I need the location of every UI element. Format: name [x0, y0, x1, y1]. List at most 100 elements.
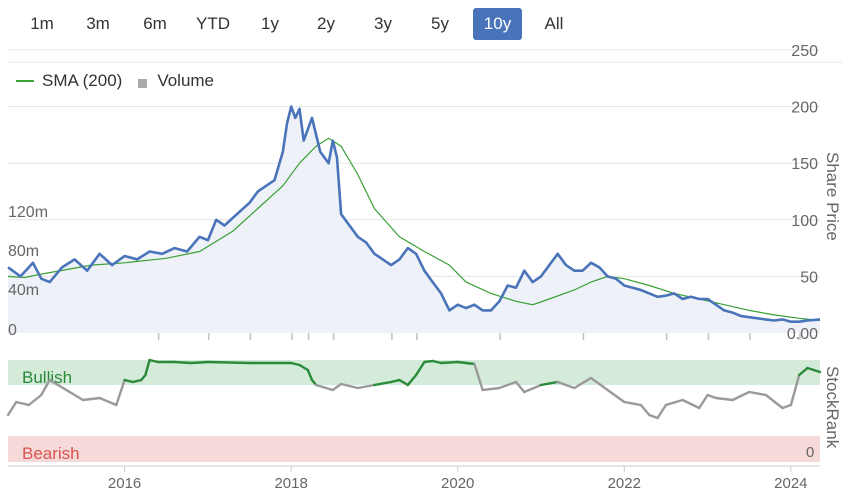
range-button-1y[interactable]: 1y: [261, 14, 279, 33]
stockrank-segment: [98, 396, 118, 407]
stockrank-segment: [806, 366, 822, 374]
price-tick-label: 200: [791, 100, 818, 117]
range-button-3y[interactable]: 3y: [374, 14, 392, 33]
sma-legend-swatch: [16, 80, 34, 82]
chart-legend: SMA (200) Volume: [16, 70, 228, 92]
range-button-6m[interactable]: 6m: [143, 14, 167, 33]
price-tick-label: 150: [791, 156, 818, 173]
range-button-10y[interactable]: 10y: [473, 8, 522, 40]
stockrank-segment: [798, 366, 809, 377]
stockrank-segment: [456, 360, 476, 366]
volume-tick-label: 40m: [8, 282, 39, 299]
stockrank-segment: [115, 378, 126, 407]
stockrank-segment: [781, 403, 793, 410]
volume-bar: [499, 327, 501, 340]
volume-bar: [582, 330, 585, 341]
volume-bar: [207, 330, 210, 341]
volume-bar: [416, 329, 418, 340]
range-button-ytd[interactable]: YTD: [196, 14, 230, 33]
price-tick-label: 50: [800, 269, 818, 286]
stockrank-segment: [131, 378, 143, 384]
legend-sma-label: SMA (200): [42, 71, 123, 90]
time-axis: 2016 2018 2020 2022 2024: [108, 466, 808, 490]
volume-tick-label: 120m: [8, 204, 48, 221]
stockrank-segment: [6, 400, 18, 417]
volume-bar: [665, 332, 668, 340]
stockrank-segment: [681, 398, 701, 410]
range-button-all[interactable]: All: [544, 14, 564, 33]
bullish-label: Bullish: [22, 368, 72, 387]
legend-item-volume[interactable]: Volume: [136, 71, 214, 91]
stockrank-segment: [314, 383, 334, 392]
range-button-3m[interactable]: 3m: [86, 14, 110, 33]
stockrank-segment: [706, 393, 718, 400]
stockrank-segment: [523, 383, 543, 394]
stockrank-segment: [623, 400, 643, 407]
range-button-1m[interactable]: 1m: [30, 14, 54, 33]
stockrank-segment: [339, 382, 359, 390]
stockrank-segment: [473, 362, 484, 392]
price-axis-title: Share Price: [823, 152, 842, 241]
stockrank-segment: [81, 396, 101, 402]
stockrank-segment: [648, 413, 659, 420]
x-tick-label: 2020: [441, 475, 474, 490]
range-button-2y[interactable]: 2y: [317, 14, 335, 33]
stockrank-segment: [290, 361, 301, 367]
volume-bar: [707, 330, 710, 341]
legend-item-sma[interactable]: SMA (200): [16, 71, 122, 91]
stockrank-line: [6, 358, 822, 420]
stockrank-segment: [481, 386, 501, 392]
stockrank-segment: [639, 403, 651, 417]
stockrank-segment: [189, 360, 210, 365]
volume-tick-label: 0: [8, 322, 17, 339]
price-tick-label: 250: [791, 43, 818, 60]
stockrank-segment: [589, 376, 609, 392]
stockrank-segment: [498, 380, 518, 390]
stockrank-segment: [539, 380, 559, 387]
stockrank-segment: [389, 378, 401, 384]
x-tick-label: 2016: [108, 475, 141, 490]
stockrank-segment: [48, 378, 68, 392]
stockrank-segment: [514, 380, 526, 394]
x-tick-label: 2022: [608, 475, 641, 490]
stockrank-segment: [306, 368, 314, 382]
stockrank-segment: [664, 398, 684, 407]
volume-axis: 0 40m 80m 120m: [8, 204, 48, 339]
bearish-band: [8, 436, 820, 462]
stockrank-segment: [27, 393, 43, 407]
bullish-band: [8, 360, 820, 385]
volume-bar: [307, 331, 310, 340]
price-line: [7, 105, 821, 323]
stockrank-segment: [431, 359, 443, 365]
legend-volume-label: Volume: [157, 71, 215, 90]
stockrank-segment: [748, 390, 768, 397]
stockrank-segment: [144, 358, 151, 377]
price-tick-label: 0.00: [787, 326, 818, 343]
stockrank-segment: [656, 403, 668, 420]
stockrank-segment: [373, 380, 393, 387]
price-tick-label: 100: [791, 213, 818, 230]
stockrank-segment: [764, 393, 784, 410]
stockrank-segment: [398, 378, 409, 387]
stockrank-segment: [331, 382, 343, 392]
stockrank-segment: [556, 380, 576, 390]
volume-bar: [799, 326, 801, 340]
stockrank-segment: [573, 376, 593, 390]
stockrank-segment: [406, 373, 418, 387]
stockrank-segment: [714, 396, 734, 402]
stockrank-segment: [298, 363, 309, 372]
stockrank-segment: [356, 383, 376, 390]
volume-bar: [291, 326, 293, 340]
stockrank-segment: [123, 378, 135, 384]
range-button-5y[interactable]: 5y: [431, 14, 449, 33]
stockrank-segment: [439, 360, 459, 365]
volume-tick-label: 80m: [8, 243, 39, 260]
stockrank-segment: [65, 388, 85, 402]
x-tick-label: 2018: [274, 475, 307, 490]
volume-legend-swatch: [138, 78, 148, 88]
x-tick-label: 2024: [774, 475, 807, 490]
bearish-label: Bearish: [22, 444, 80, 463]
stockrank-segment: [414, 360, 426, 377]
stockrank-segment: [731, 390, 751, 402]
